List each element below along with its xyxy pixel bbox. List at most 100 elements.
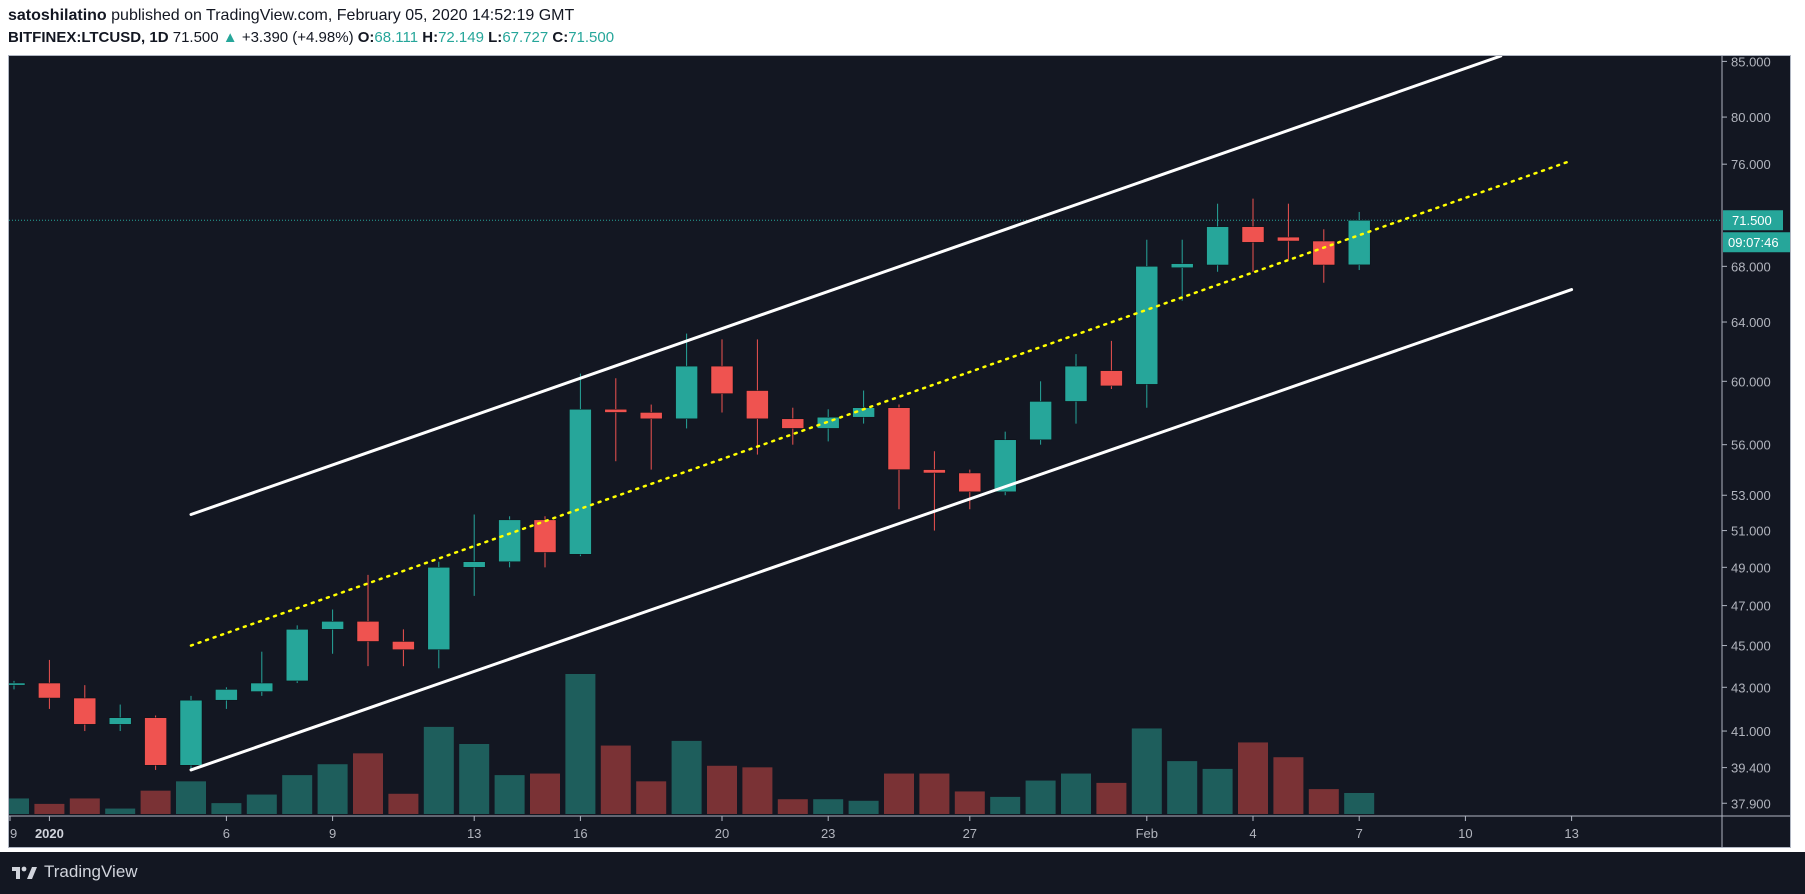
candle-body [958, 472, 982, 493]
candle-body [392, 641, 415, 650]
up-arrow-icon: ▲ [222, 29, 238, 46]
volume-bar [69, 798, 100, 814]
volume-bar [1131, 728, 1162, 814]
candle-body [321, 621, 344, 630]
volume-bar [1273, 757, 1304, 814]
candle-body [639, 412, 663, 420]
candle-body [1347, 219, 1371, 266]
candle-body [285, 629, 309, 682]
price-tick-label: 76.000 [1731, 157, 1771, 172]
candle-body [1064, 365, 1088, 402]
volume-bar [34, 803, 65, 814]
price-tick-label: 53.000 [1731, 488, 1771, 503]
volume-bar [813, 799, 844, 814]
candle-body [1170, 263, 1194, 268]
price-tick-label: 37.900 [1731, 796, 1771, 811]
time-tick-label: 13 [1564, 826, 1578, 841]
price-tick-label: 39.400 [1731, 761, 1771, 776]
volume-bar [282, 775, 313, 814]
candle-body [993, 439, 1017, 493]
time-tick-label: 6 [223, 826, 230, 841]
candle-body [1277, 236, 1300, 242]
time-tick-label: 9 [10, 826, 17, 841]
candle-body [356, 621, 380, 642]
price-tick-label: 56.000 [1731, 438, 1771, 453]
time-tick-label: 16 [573, 826, 587, 841]
price-tick-label: 41.000 [1731, 724, 1771, 739]
volume-bar [990, 796, 1021, 814]
volume-bar [565, 674, 596, 814]
candle-body [852, 407, 875, 418]
volume-bar [105, 808, 136, 814]
candle-body [9, 682, 26, 686]
high-label: H: [422, 29, 439, 46]
volume-bar [1238, 742, 1268, 814]
candle-body [38, 682, 61, 699]
price-tick-label: 64.000 [1731, 315, 1771, 330]
time-tick-label: 23 [821, 826, 835, 841]
last-price-badge [1723, 210, 1783, 231]
volume-bar [494, 775, 525, 814]
volume-bar [1202, 768, 1233, 814]
chart-panel[interactable]: 85.000 80.000 76.000 68.000 64.000 60.000 56.0… [8, 54, 1791, 848]
volume-bar [140, 790, 171, 814]
volume-bar [600, 745, 631, 814]
volume-bar [423, 726, 454, 814]
candle-body [108, 717, 132, 725]
volume-bar [777, 799, 808, 814]
author-name[interactable]: satoshilatino [8, 7, 107, 24]
candle-body [462, 561, 486, 568]
candle-body [816, 416, 840, 429]
candle-body [746, 390, 769, 420]
candle-body [533, 519, 557, 553]
volume-bar [954, 791, 985, 814]
candle-body [887, 407, 911, 470]
time-tick-label: 27 [963, 826, 977, 841]
footer-bar: TradingView [0, 852, 1805, 894]
volume-bar [317, 764, 348, 814]
close-label: C: [552, 29, 569, 46]
last-price-badge-label: 71.500 [1732, 213, 1772, 228]
time-tick-label: 10 [1458, 826, 1472, 841]
time-tick-label: 20 [715, 826, 729, 841]
candle-body [215, 689, 238, 701]
candle-body [1029, 401, 1052, 441]
candle-body [498, 519, 521, 562]
candlestick-chart[interactable]: 85.000 80.000 76.000 68.000 64.000 60.000 56.0… [9, 54, 1791, 847]
tradingview-icon [12, 866, 37, 879]
candle-body [569, 409, 592, 555]
time-tick-label: Feb [1136, 826, 1158, 841]
time-tick-label: 13 [467, 826, 481, 841]
candle-body [604, 409, 628, 413]
candle-body [710, 365, 734, 394]
volume-bar [919, 773, 950, 814]
countdown-badge [1723, 232, 1791, 253]
channel-lower-line [189, 288, 1574, 772]
candle-body [73, 697, 97, 725]
candle-body [675, 365, 698, 420]
candle-body [144, 717, 167, 766]
candle-body [923, 469, 946, 474]
price-tick-label: 80.000 [1731, 110, 1771, 125]
channel-upper-line [189, 56, 1503, 517]
price-tick-label: 47.000 [1731, 599, 1771, 614]
volume-bar [742, 767, 773, 814]
volume-bar [1167, 761, 1198, 814]
volume-bar [1025, 780, 1056, 814]
volume-bar [530, 773, 560, 814]
volume-bar [707, 765, 737, 814]
volume-bar [1308, 789, 1339, 814]
volume-bar [636, 781, 667, 814]
volume-bar [1344, 793, 1375, 814]
price-tick-label: 68.000 [1731, 259, 1771, 274]
last-price: 71.500 [172, 29, 219, 46]
volume-bar [671, 740, 702, 814]
candle-body [250, 682, 274, 692]
price-tick-label: 45.000 [1731, 639, 1771, 654]
candle-body [781, 418, 805, 429]
price-tick-label: 51.000 [1731, 524, 1771, 539]
volume-bar [246, 794, 277, 814]
countdown-badge-label: 09:07:46 [1728, 235, 1779, 250]
tradingview-logo[interactable]: TradingView [10, 862, 138, 882]
publish-header: satoshilatino published on TradingView.c… [0, 0, 1805, 52]
